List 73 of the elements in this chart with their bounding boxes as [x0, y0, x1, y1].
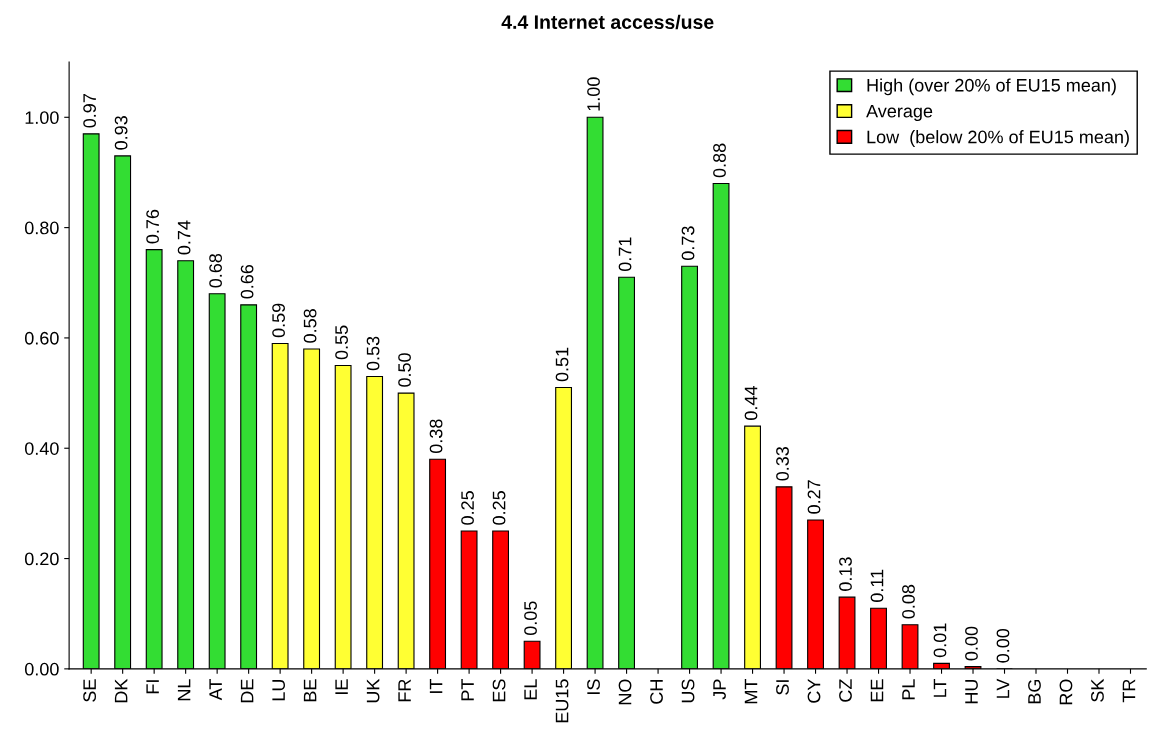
x-tick-label: FR — [398, 679, 411, 702]
y-tick-label: 0.20 — [24, 552, 59, 566]
data-label: 0.00 — [965, 626, 978, 661]
legend-label: Average — [866, 104, 933, 122]
x-tick-label: UK — [366, 678, 380, 703]
x-tick-label: EE — [870, 679, 884, 702]
data-label: 0.53 — [366, 336, 380, 371]
data-label: 0.11 — [870, 569, 884, 602]
x-tick-label: IE — [335, 679, 348, 694]
x-tick-label: JP — [713, 679, 726, 700]
data-label: 0.71 — [618, 237, 632, 272]
x-tick-label: TR — [1122, 679, 1136, 703]
data-label: 0.93 — [114, 116, 128, 150]
data-label: 0.25 — [461, 491, 474, 525]
x-tick-label: BG — [1028, 679, 1041, 704]
x-tick-label: CY — [807, 678, 821, 703]
y-tick-label: 0.00 — [24, 662, 59, 676]
data-label: 0.73 — [681, 226, 695, 260]
chart-title: 4.4 Internet access/use — [501, 14, 714, 30]
x-tick-label: NO — [618, 679, 632, 705]
x-tick-label: LT — [933, 679, 947, 697]
x-tick-label: PL — [902, 679, 915, 700]
data-label: 0.51 — [555, 347, 569, 382]
x-tick-label: HU — [965, 679, 978, 704]
data-label: 0.00 — [996, 628, 1010, 663]
x-tick-label: BE — [303, 679, 317, 702]
legend-label: High (over 20% of EU15 mean) — [867, 78, 1116, 96]
legend-label: Low (below 20% of EU15 mean) — [867, 130, 1129, 147]
x-tick-label: SK — [1091, 678, 1104, 702]
x-tick-label: LV — [996, 678, 1010, 698]
data-label: 0.97 — [83, 94, 97, 128]
x-tick-label: ES — [492, 679, 506, 702]
x-tick-label: MT — [744, 679, 758, 704]
data-label: 0.50 — [398, 353, 411, 387]
data-label: 0.25 — [492, 491, 506, 525]
data-label: 0.13 — [839, 557, 852, 591]
x-tick-label: AT — [209, 679, 222, 701]
x-tick-label: PT — [461, 679, 474, 701]
data-label: 0.38 — [429, 419, 443, 454]
data-label: 0.59 — [272, 303, 285, 338]
data-label: 1.00 — [587, 77, 600, 111]
y-tick-label: 0.40 — [24, 442, 59, 455]
data-label: 0.55 — [335, 325, 348, 360]
data-label: 0.33 — [776, 446, 789, 481]
y-tick-label: 1.00 — [25, 111, 59, 125]
data-label: 0.58 — [303, 309, 317, 343]
x-tick-label: CH — [650, 680, 663, 704]
y-tick-label: 0.60 — [24, 331, 59, 345]
x-tick-label: LU — [272, 679, 285, 701]
x-tick-label: RO — [1059, 679, 1073, 705]
data-label: 0.08 — [902, 584, 915, 619]
x-tick-label: DE — [240, 679, 254, 703]
x-tick-label: IT — [429, 679, 443, 693]
data-label: 0.44 — [744, 386, 758, 420]
x-tick-label: IS — [587, 679, 600, 694]
x-tick-label: CZ — [839, 679, 852, 702]
data-label: 0.88 — [713, 143, 726, 178]
data-label: 0.05 — [524, 601, 537, 636]
y-tick-label: 0.80 — [24, 221, 59, 235]
data-label: 0.01 — [933, 623, 947, 658]
x-tick-label: US — [681, 679, 695, 703]
x-tick-label: DK — [114, 678, 128, 703]
data-label: 0.66 — [240, 264, 254, 299]
x-tick-label: EU15 — [555, 679, 569, 723]
x-tick-label: SI — [776, 680, 789, 695]
x-tick-label: FI — [146, 680, 159, 694]
data-label: 0.27 — [807, 480, 821, 514]
data-label: 0.68 — [209, 253, 222, 288]
data-label: 0.76 — [146, 209, 159, 244]
data-label: 0.74 — [177, 220, 191, 255]
x-tick-label: NL — [177, 679, 191, 701]
x-tick-label: EL — [524, 679, 537, 700]
x-tick-label: SE — [83, 679, 97, 702]
